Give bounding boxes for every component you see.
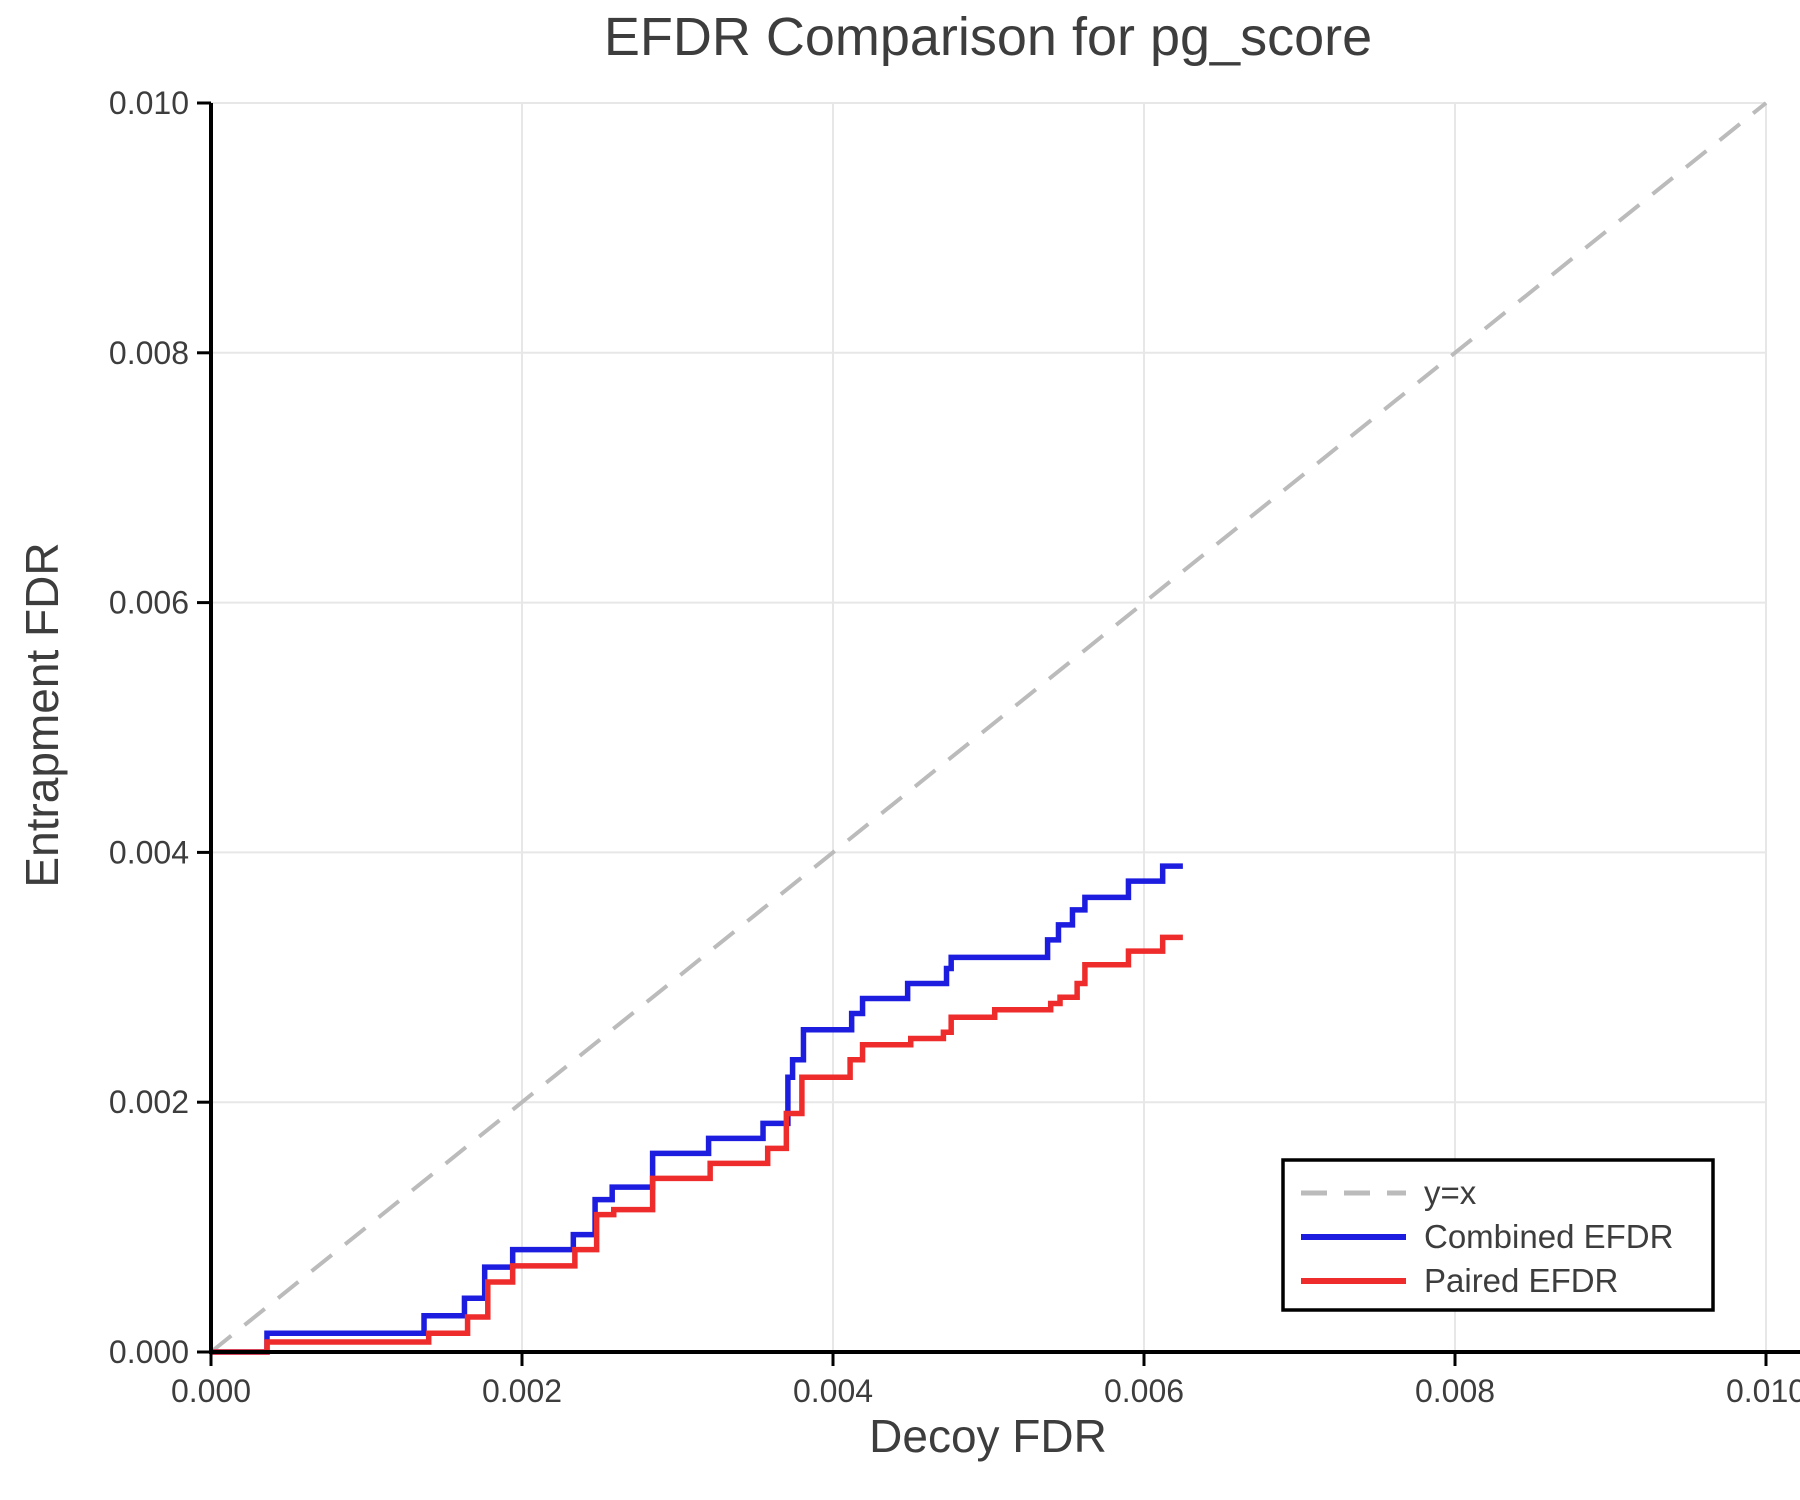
legend-entry-paired-efdr: Paired EFDR bbox=[1301, 1262, 1618, 1299]
legend-entry-combined-efdr: Combined EFDR bbox=[1301, 1218, 1673, 1255]
y-axis-label: Entrapment FDR bbox=[16, 542, 68, 887]
x-tick-label-0.000: 0.000 bbox=[171, 1373, 251, 1409]
legend-entry-identity: y=x bbox=[1301, 1174, 1477, 1211]
x-tick-label-0.004: 0.004 bbox=[793, 1373, 873, 1409]
y-tick-label-0.010: 0.010 bbox=[109, 85, 189, 121]
axes-spines-and-ticks bbox=[197, 101, 1800, 1366]
y-tick-label-0.002: 0.002 bbox=[109, 1084, 189, 1120]
x-tick-label-0.002: 0.002 bbox=[482, 1373, 562, 1409]
x-tick-label-0.010: 0.010 bbox=[1726, 1373, 1800, 1409]
legend-label-combined-efdr: Combined EFDR bbox=[1424, 1218, 1673, 1255]
combined-efdr-line bbox=[211, 863, 1183, 1355]
y-tick-label-0.000: 0.000 bbox=[109, 1334, 189, 1370]
paired-efdr-line bbox=[211, 934, 1183, 1355]
x-tick-label-0.008: 0.008 bbox=[1415, 1373, 1495, 1409]
chart-title: EFDR Comparison for pg_score bbox=[604, 7, 1372, 67]
legend-label-identity: y=x bbox=[1424, 1174, 1477, 1211]
data-series bbox=[209, 101, 1768, 1355]
identity-line bbox=[209, 101, 1768, 1354]
y-tick-label-0.008: 0.008 bbox=[109, 335, 189, 371]
legend: y=x Combined EFDR Paired EFDR bbox=[1281, 1158, 1715, 1312]
y-tick-label-0.004: 0.004 bbox=[109, 834, 189, 870]
tick-labels: 0.000 0.002 0.004 0.006 0.008 0.010 0.000 0.002… bbox=[109, 85, 1800, 1409]
legend-label-paired-efdr: Paired EFDR bbox=[1424, 1262, 1618, 1299]
y-tick-label-0.006: 0.006 bbox=[109, 585, 189, 621]
x-tick-label-0.006: 0.006 bbox=[1104, 1373, 1184, 1409]
x-axis-label: Decoy FDR bbox=[869, 1410, 1107, 1462]
